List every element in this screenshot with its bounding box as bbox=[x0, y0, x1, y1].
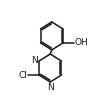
Text: OH: OH bbox=[74, 38, 88, 47]
Text: N: N bbox=[47, 83, 54, 92]
Text: Cl: Cl bbox=[19, 71, 28, 80]
Text: N: N bbox=[31, 56, 38, 65]
